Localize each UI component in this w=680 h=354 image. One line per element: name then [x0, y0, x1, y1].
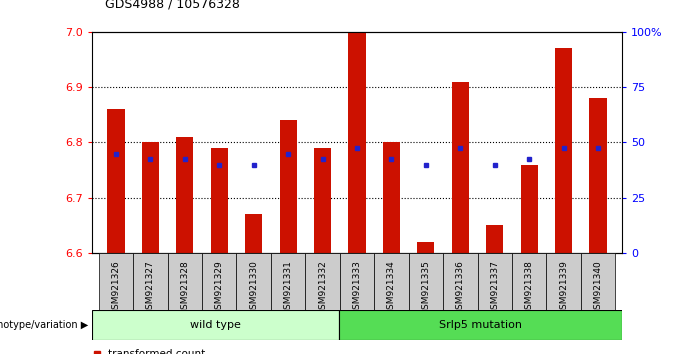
Text: GSM921330: GSM921330: [249, 260, 258, 315]
Text: GSM921336: GSM921336: [456, 260, 465, 315]
Text: wild type: wild type: [190, 320, 241, 330]
Text: GSM921334: GSM921334: [387, 260, 396, 315]
Text: GSM921338: GSM921338: [525, 260, 534, 315]
Bar: [409, 253, 443, 310]
Text: genotype/variation ▶: genotype/variation ▶: [0, 320, 88, 330]
Text: Srlp5 mutation: Srlp5 mutation: [439, 320, 522, 330]
Bar: [107, 109, 124, 253]
Bar: [486, 225, 503, 253]
Text: transformed count: transformed count: [107, 349, 205, 354]
Bar: [133, 253, 167, 310]
Text: GSM921337: GSM921337: [490, 260, 499, 315]
Bar: [305, 253, 340, 310]
Bar: [167, 253, 202, 310]
Bar: [211, 148, 228, 253]
Bar: [443, 253, 477, 310]
Bar: [141, 143, 159, 253]
Bar: [176, 137, 193, 253]
Bar: [555, 48, 573, 253]
Bar: [581, 253, 615, 310]
Bar: [590, 98, 607, 253]
Text: GSM921328: GSM921328: [180, 260, 189, 315]
Bar: [340, 253, 374, 310]
Bar: [92, 310, 339, 340]
Text: GSM921340: GSM921340: [594, 260, 602, 315]
Bar: [374, 253, 409, 310]
Bar: [418, 242, 435, 253]
Bar: [348, 32, 366, 253]
Text: GSM921335: GSM921335: [422, 260, 430, 315]
Bar: [271, 253, 305, 310]
Bar: [245, 215, 262, 253]
Bar: [237, 253, 271, 310]
Bar: [202, 253, 237, 310]
Bar: [521, 165, 538, 253]
Text: GSM921333: GSM921333: [352, 260, 362, 315]
Text: GSM921331: GSM921331: [284, 260, 292, 315]
Bar: [314, 148, 331, 253]
Bar: [279, 120, 296, 253]
Bar: [99, 253, 133, 310]
Bar: [477, 253, 512, 310]
Bar: [547, 253, 581, 310]
Text: GSM921332: GSM921332: [318, 260, 327, 315]
Text: GSM921327: GSM921327: [146, 260, 155, 315]
Bar: [512, 253, 547, 310]
Bar: [383, 143, 400, 253]
Text: GSM921329: GSM921329: [215, 260, 224, 315]
Text: GSM921326: GSM921326: [112, 260, 120, 315]
Text: GSM921339: GSM921339: [559, 260, 568, 315]
Bar: [452, 82, 469, 253]
Text: GDS4988 / 10576328: GDS4988 / 10576328: [105, 0, 240, 11]
Bar: [339, 310, 622, 340]
